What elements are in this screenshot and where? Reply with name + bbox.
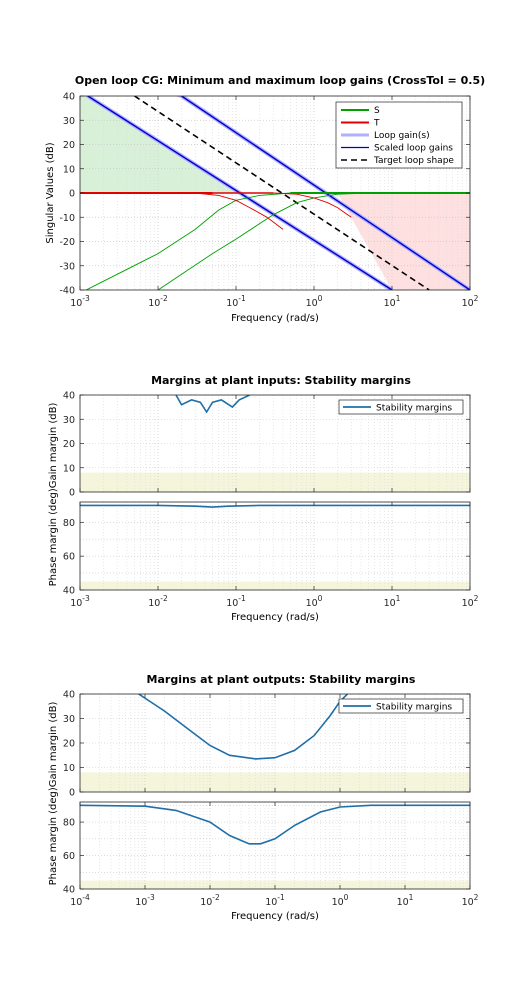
y-tick-label: 10: [63, 763, 75, 774]
series-line: [134, 96, 430, 290]
legend: Stability margins: [338, 698, 464, 714]
y-tick-label: 30: [63, 116, 75, 127]
x-tick-label: 10-1: [265, 893, 285, 908]
y-tick-label: 20: [63, 439, 75, 450]
loop-gain-chart: Open loop CG: Minimum and maximum loop g…: [45, 74, 485, 324]
x-tick-label: 10-1: [226, 594, 246, 609]
y-tick-label: 30: [63, 415, 75, 426]
x-axis-label: Frequency (rad/s): [231, 612, 319, 623]
phase-margin-band: [80, 581, 470, 590]
y-tick-label: 0: [69, 189, 75, 200]
x-tick-label: 100: [306, 294, 323, 309]
x-tick-label: 102: [462, 294, 479, 309]
legend: Stability margins: [338, 399, 464, 415]
x-tick-label: 100: [306, 594, 323, 609]
gain-margin-line: [175, 395, 251, 414]
gain-margin-band: [80, 772, 470, 792]
x-tick-label: 102: [462, 893, 479, 908]
x-tick-label: 102: [462, 594, 479, 609]
x-tick-label: 10-3: [70, 294, 90, 309]
y-tick-label: 40: [63, 92, 75, 103]
chart-title: Margins at plant inputs: Stability margi…: [151, 374, 411, 387]
input-margins-chart: Margins at plant inputs: Stability margi…: [48, 374, 479, 623]
y-tick-label: 40: [63, 391, 75, 402]
y-tick-label: 20: [63, 739, 75, 750]
y-tick-label: 40: [63, 586, 75, 597]
phase-plot-area: [80, 502, 470, 590]
y-tick-label: 20: [63, 140, 75, 151]
chart-title: Margins at plant outputs: Stability marg…: [147, 673, 416, 686]
phase-plot-area: [80, 802, 470, 889]
y-tick-label: 10: [63, 463, 75, 474]
legend-label: Loop gain(s): [374, 131, 430, 141]
phase-plot-frame: [79, 501, 471, 591]
x-tick-label: 10-2: [148, 594, 168, 609]
legend-label: T: [373, 119, 380, 129]
x-axis-label: Frequency (rad/s): [231, 313, 319, 324]
y-tick-label: -10: [59, 213, 75, 224]
x-tick-label: 10-2: [200, 893, 220, 908]
x-tick-label: 101: [384, 294, 401, 309]
legend-label: Stability margins: [376, 404, 452, 414]
y-tick-label: 30: [63, 714, 75, 725]
legend-label: S: [374, 106, 380, 116]
y-axis-label: Phase margin (deg)Gain margin (dB): [48, 403, 59, 587]
phase-margin-line: [80, 804, 470, 845]
x-axis-label: Frequency (rad/s): [231, 911, 319, 922]
x-tick-label: 10-4: [70, 893, 90, 908]
y-tick-label: 80: [63, 818, 75, 829]
x-tick-label: 100: [332, 893, 349, 908]
x-tick-label: 101: [384, 594, 401, 609]
y-tick-label: 60: [63, 851, 75, 862]
y-axis-label: Singular Values (dB): [45, 142, 56, 243]
x-tick-label: 10-3: [135, 893, 155, 908]
y-tick-label: -30: [59, 261, 75, 272]
legend-label: Target loop shape: [373, 156, 454, 166]
legend-box: [338, 399, 464, 415]
x-tick-label: 10-1: [226, 294, 246, 309]
phase-margin-band: [80, 880, 470, 889]
y-tick-label: 60: [63, 552, 75, 563]
chart-title: Open loop CG: Minimum and maximum loop g…: [75, 74, 485, 87]
legend: ST Loop gain(s) Scaled loop gains Target lo…: [335, 101, 463, 169]
gain-plot-content: [80, 395, 470, 492]
gain-plot-content: [80, 694, 470, 792]
gain-margin-line: [138, 694, 348, 760]
y-tick-label: 40: [63, 690, 75, 701]
legend-label: Stability margins: [376, 703, 452, 713]
legend-label: Scaled loop gains: [374, 144, 453, 154]
gain-margin-band: [80, 472, 470, 492]
y-tick-label: -20: [59, 237, 75, 248]
plot-content: [80, 96, 470, 290]
x-tick-label: 10-3: [70, 594, 90, 609]
y-tick-label: 0: [69, 788, 75, 799]
y-tick-label: 10: [63, 164, 75, 175]
y-tick-label: 80: [63, 518, 75, 529]
y-tick-label: -40: [59, 286, 75, 297]
y-tick-label: 0: [69, 488, 75, 499]
y-tick-label: 40: [63, 885, 75, 896]
legend-box: [338, 698, 464, 714]
output-margins-chart: Margins at plant outputs: Stability marg…: [48, 673, 479, 922]
x-tick-label: 101: [397, 893, 414, 908]
x-tick-label: 10-2: [148, 294, 168, 309]
y-axis-label: Phase margin (deg)Gain margin (dB): [48, 702, 59, 886]
